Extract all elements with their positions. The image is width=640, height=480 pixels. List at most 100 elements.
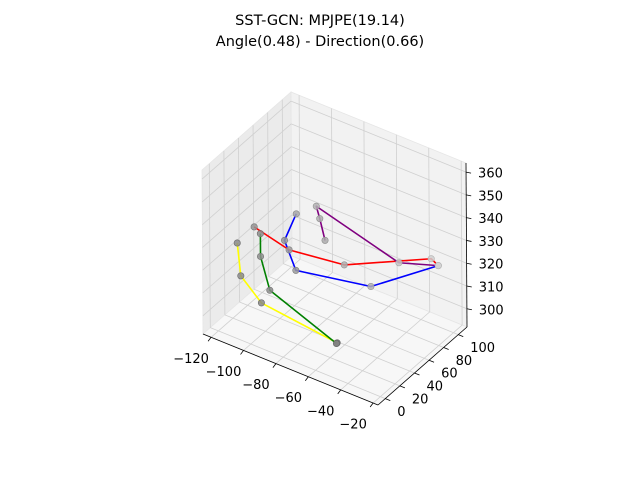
x-tick-mark xyxy=(240,350,244,355)
x-tick-mark xyxy=(207,337,212,342)
grid-line-y-left xyxy=(252,125,255,290)
series-2-point xyxy=(292,210,300,218)
grid-line-x-back xyxy=(331,108,333,273)
grid-line-x-back xyxy=(395,134,398,299)
y-tick-mark xyxy=(399,385,406,389)
grid-line-z-back xyxy=(291,123,467,196)
grid-line-z-left xyxy=(202,237,293,317)
z-tick-label: 350 xyxy=(478,189,503,204)
x-tick-label: −40 xyxy=(307,404,334,419)
grid-line-z-left xyxy=(202,214,293,294)
series-4-point xyxy=(321,236,329,244)
series-2-point xyxy=(281,236,289,244)
grid-line-z-back xyxy=(290,100,467,173)
x-axis-line xyxy=(202,333,379,406)
x-tick-label: −60 xyxy=(275,391,302,406)
grid-line-x-back xyxy=(363,121,366,286)
y-tick-label: 0 xyxy=(397,405,405,420)
z-tick-label: 360 xyxy=(478,167,503,182)
x-tick-mark xyxy=(337,389,342,395)
grid-line-x-floor xyxy=(308,298,398,378)
grid-line-x-floor xyxy=(210,258,301,338)
series-3-point xyxy=(285,246,293,254)
grid-line-y-left xyxy=(281,99,284,264)
z-axis-line xyxy=(465,162,468,328)
y-axis-line xyxy=(377,326,468,406)
y-tick-mark xyxy=(443,347,449,350)
grid-line-y-floor xyxy=(210,327,386,399)
chart-title-block: SST-GCN: MPJPE(19.14) Angle(0.48) - Dire… xyxy=(0,11,640,53)
z-tick-label: 320 xyxy=(479,258,504,273)
y-tick-label: 40 xyxy=(426,380,443,395)
z-tick-mark xyxy=(466,285,472,288)
series-0-point xyxy=(233,239,241,247)
grid-line-x-floor xyxy=(275,285,366,364)
series-1-point xyxy=(332,340,340,348)
y-tick-label: 80 xyxy=(456,354,473,369)
series-3-point xyxy=(340,261,348,269)
grid-line-x-back xyxy=(428,147,431,312)
chart-subtitle: Angle(0.48) - Direction(0.66) xyxy=(215,34,425,50)
chart-title: SST-GCN: MPJPE(19.14) xyxy=(235,13,405,29)
y-tick-mark xyxy=(414,372,420,376)
x-tick-label: −20 xyxy=(339,418,366,433)
grid-line-y-floor xyxy=(283,263,459,336)
grid-line-z-left xyxy=(202,146,292,225)
grid-line-z-back xyxy=(291,191,467,264)
series-1-line xyxy=(259,233,337,345)
z-tick-label: 340 xyxy=(478,212,503,227)
z-tick-mark xyxy=(466,262,472,265)
series-2-point xyxy=(367,283,375,291)
y-tick-mark xyxy=(428,359,435,363)
series-2-point xyxy=(292,266,300,274)
grid-line-z-back xyxy=(291,214,467,287)
x-tick-label: −80 xyxy=(242,378,269,393)
grid-line-z-left xyxy=(202,169,292,248)
y-tick-label: 20 xyxy=(412,392,429,407)
z-tick-mark xyxy=(466,194,472,197)
grid-line-x-floor xyxy=(243,272,333,351)
grid-line-z-left xyxy=(201,123,292,203)
grid-line-y-floor xyxy=(268,276,444,348)
grid-line-y-left xyxy=(267,112,270,277)
grid-line-z-left xyxy=(201,100,292,180)
series-1-point xyxy=(257,252,265,260)
grid-line-z-back xyxy=(291,169,467,241)
series-0-point xyxy=(237,272,245,280)
grid-line-y-left xyxy=(208,163,211,328)
series-1-point xyxy=(256,230,264,238)
grid-line-x-floor xyxy=(372,324,463,404)
grid-line-x-back xyxy=(298,95,301,260)
x-tick-mark xyxy=(305,376,309,381)
series-0-line xyxy=(236,242,338,344)
grid-line-z-back xyxy=(291,146,467,219)
x-tick-mark xyxy=(272,363,277,368)
z-tick-mark xyxy=(466,217,472,220)
grid-line-y-floor xyxy=(224,314,401,387)
grid-line-x-back xyxy=(460,161,463,326)
series-3-point xyxy=(250,223,258,231)
z-tick-label: 310 xyxy=(479,281,504,296)
z-tick-mark xyxy=(465,171,472,174)
grid-line-z-back xyxy=(291,237,468,310)
series-4-point xyxy=(312,202,320,210)
x-tick-mark xyxy=(369,402,374,408)
series-1-point xyxy=(266,286,274,294)
y-tick-mark xyxy=(458,334,464,338)
series-4-point xyxy=(316,215,324,223)
grid-line-y-left xyxy=(223,150,226,315)
grid-line-x-floor xyxy=(340,311,430,391)
y-tick-mark xyxy=(385,398,391,401)
series-3-point xyxy=(427,255,435,263)
y-tick-label: 100 xyxy=(470,341,495,356)
z-tick-mark xyxy=(466,308,472,311)
x-tick-label: −100 xyxy=(206,365,242,380)
z-tick-mark xyxy=(466,240,472,242)
series-0-point xyxy=(257,299,265,307)
z-tick-label: 300 xyxy=(479,303,504,318)
series-4-point xyxy=(395,259,403,267)
y-tick-label: 60 xyxy=(441,367,458,382)
grid-line-z-left xyxy=(202,191,292,271)
z-tick-label: 330 xyxy=(478,235,503,250)
